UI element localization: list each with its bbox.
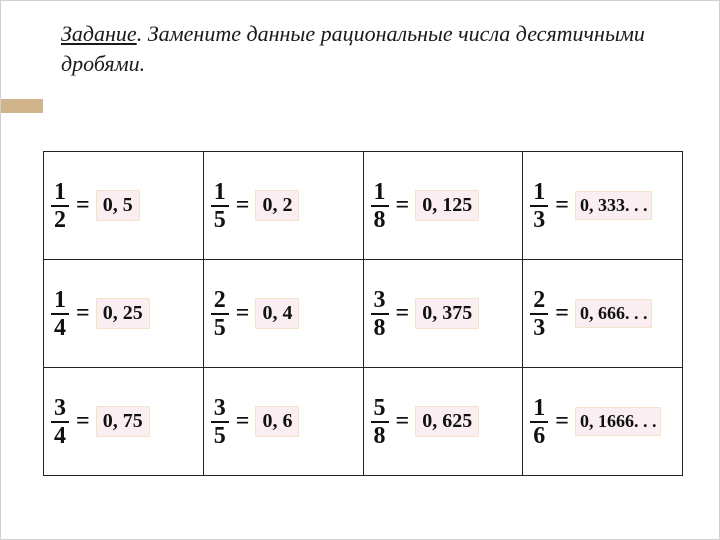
table-row: 34 = 0, 75 35 = 0, 6 58 = 0, 625 <box>44 368 683 476</box>
table-cell: 58 = 0, 625 <box>363 368 523 476</box>
decimal-answer: 0, 6 <box>255 406 299 437</box>
decimal-answer: 0, 625 <box>415 406 479 437</box>
equals-sign: = <box>76 408 90 435</box>
slide: Задание. Замените данные рациональные чи… <box>0 0 720 540</box>
table-row: 12 = 0, 5 15 = 0, 2 18 = 0, 125 <box>44 152 683 260</box>
task-header: Задание. Замените данные рациональные чи… <box>1 1 719 88</box>
decimal-answer: 0, 666. . . <box>575 299 653 328</box>
equals-sign: = <box>76 300 90 327</box>
decimal-answer: 0, 125 <box>415 190 479 221</box>
decimal-answer: 0, 75 <box>96 406 150 437</box>
decimal-answer: 0, 5 <box>96 190 140 221</box>
equals-sign: = <box>396 192 410 219</box>
equals-sign: = <box>236 408 250 435</box>
fraction: 23 <box>529 288 549 340</box>
decimal-answer: 0, 25 <box>96 298 150 329</box>
table: 12 = 0, 5 15 = 0, 2 18 = 0, 125 <box>43 151 683 476</box>
table-cell: 14 = 0, 25 <box>44 260 204 368</box>
table-cell: 34 = 0, 75 <box>44 368 204 476</box>
accent-bar <box>1 99 43 113</box>
fraction: 12 <box>50 180 70 232</box>
equals-sign: = <box>236 300 250 327</box>
table-cell: 18 = 0, 125 <box>363 152 523 260</box>
decimal-answer: 0, 2 <box>255 190 299 221</box>
table-cell: 35 = 0, 6 <box>203 368 363 476</box>
fraction: 16 <box>529 396 549 448</box>
decimal-answer: 0, 375 <box>415 298 479 329</box>
table-cell: 12 = 0, 5 <box>44 152 204 260</box>
conversion-table: 12 = 0, 5 15 = 0, 2 18 = 0, 125 <box>43 151 683 476</box>
fraction: 13 <box>529 180 549 232</box>
equals-sign: = <box>76 192 90 219</box>
decimal-answer: 0, 1666. . . <box>575 407 662 436</box>
fraction: 35 <box>210 396 230 448</box>
equals-sign: = <box>555 408 569 435</box>
equals-sign: = <box>396 300 410 327</box>
task-text: . Замените данные рациональные числа дес… <box>61 21 645 76</box>
task-label: Задание <box>61 21 137 46</box>
fraction: 14 <box>50 288 70 340</box>
fraction: 25 <box>210 288 230 340</box>
decimal-answer: 0, 4 <box>255 298 299 329</box>
table-cell: 15 = 0, 2 <box>203 152 363 260</box>
fraction: 34 <box>50 396 70 448</box>
table-row: 14 = 0, 25 25 = 0, 4 38 = 0, 375 <box>44 260 683 368</box>
table-cell: 25 = 0, 4 <box>203 260 363 368</box>
equals-sign: = <box>396 408 410 435</box>
decimal-answer: 0, 333. . . <box>575 191 653 220</box>
fraction: 15 <box>210 180 230 232</box>
table-cell: 13 = 0, 333. . . <box>523 152 683 260</box>
table-cell: 38 = 0, 375 <box>363 260 523 368</box>
fraction: 38 <box>370 288 390 340</box>
table-cell: 16 = 0, 1666. . . <box>523 368 683 476</box>
equals-sign: = <box>555 192 569 219</box>
equals-sign: = <box>555 300 569 327</box>
fraction: 58 <box>370 396 390 448</box>
equals-sign: = <box>236 192 250 219</box>
table-cell: 23 = 0, 666. . . <box>523 260 683 368</box>
fraction: 18 <box>370 180 390 232</box>
